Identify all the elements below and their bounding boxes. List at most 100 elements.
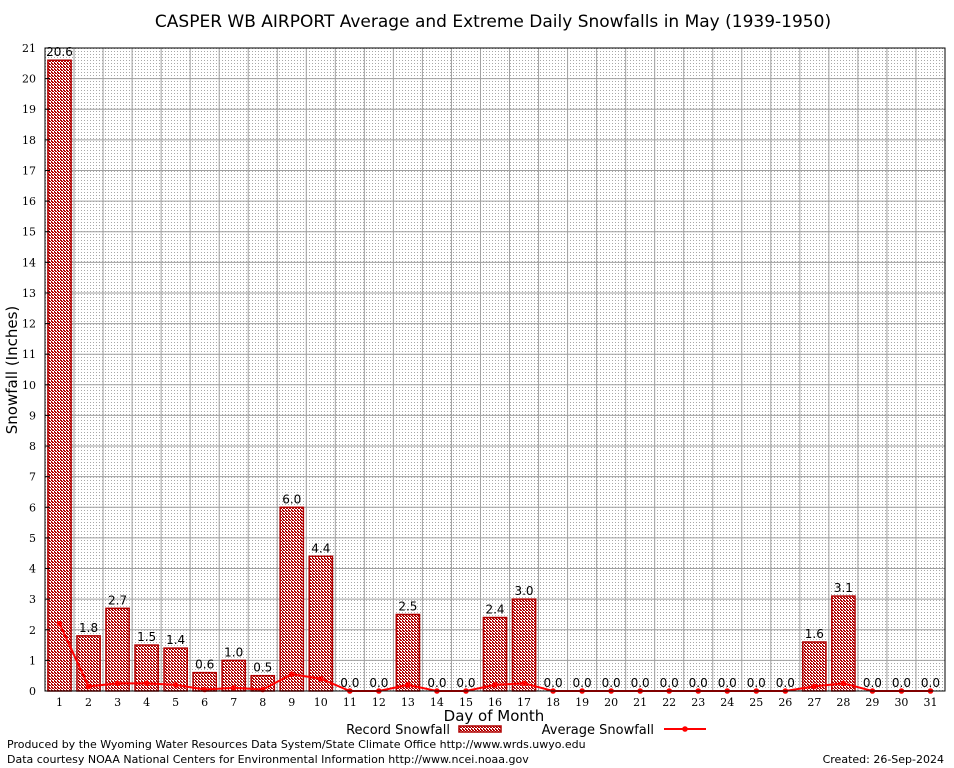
x-tick-label: 22 xyxy=(662,696,676,709)
y-tick-label: 4 xyxy=(29,563,36,576)
average-point-day-3 xyxy=(114,680,121,687)
average-point-day-2 xyxy=(85,683,92,690)
y-tick-label: 8 xyxy=(29,440,36,453)
average-point-day-10 xyxy=(318,675,324,682)
bar-value-label: 0.0 xyxy=(602,676,621,690)
record-bar-day-17 xyxy=(511,598,537,692)
bar-value-label: 3.0 xyxy=(514,584,533,598)
y-tick-label: 9 xyxy=(29,409,36,422)
y-tick-label: 6 xyxy=(29,501,36,514)
x-tick-label: 21 xyxy=(633,696,647,709)
x-tick-label: 27 xyxy=(807,696,821,709)
y-tick-label: 20 xyxy=(22,73,36,86)
bar-value-label: 2.4 xyxy=(485,603,504,617)
record-bar-day-13 xyxy=(395,613,421,692)
y-tick-label: 19 xyxy=(22,103,36,116)
x-tick-label: 15 xyxy=(459,696,473,709)
average-point-day-7 xyxy=(230,685,237,691)
x-tick-label: 7 xyxy=(230,696,237,709)
plot-border xyxy=(44,47,946,692)
x-tick-label: 30 xyxy=(894,696,908,709)
bar-value-label: 0.0 xyxy=(718,676,737,690)
y-tick-label: 11 xyxy=(22,348,36,361)
record-bar-day-9 xyxy=(279,506,305,692)
y-tick-label: 18 xyxy=(22,134,36,147)
x-tick-label: 20 xyxy=(604,696,618,709)
y-tick-label: 7 xyxy=(29,471,36,484)
y-tick-label: 3 xyxy=(29,593,36,606)
average-point-day-17 xyxy=(521,680,527,687)
record-bar-day-10 xyxy=(308,555,334,692)
average-point-day-9 xyxy=(288,671,295,677)
bar-value-label: 0.0 xyxy=(863,676,882,690)
bar-value-label: 6.0 xyxy=(282,492,301,506)
average-point-day-13 xyxy=(405,682,411,688)
gridlines xyxy=(45,48,945,691)
x-tick-label: 4 xyxy=(143,696,150,709)
chart-title: CASPER WB AIRPORT Average and Extreme Da… xyxy=(155,12,831,32)
y-tick-label: 1 xyxy=(29,654,36,667)
y-tick-label: 16 xyxy=(22,195,36,208)
x-tick-label: 23 xyxy=(691,696,705,709)
x-tick-label: 6 xyxy=(201,696,208,709)
x-tick-label: 31 xyxy=(923,696,937,709)
average-point-day-16 xyxy=(492,682,498,688)
x-tick-label: 3 xyxy=(114,696,121,709)
bar-value-label: 1.4 xyxy=(166,633,185,647)
x-tick-label: 8 xyxy=(259,696,266,709)
average-point-day-5 xyxy=(172,682,179,688)
footer-created-date: Created: 26-Sep-2024 xyxy=(823,753,944,766)
average-point-day-1 xyxy=(56,620,63,627)
bar-value-label: 0.0 xyxy=(369,676,388,690)
x-tick-label: 1 xyxy=(56,696,63,709)
average-point-day-28 xyxy=(840,680,847,687)
y-tick-label: 0 xyxy=(29,685,36,698)
y-tick-label: 2 xyxy=(29,624,36,637)
x-tick-label: 9 xyxy=(288,696,295,709)
x-tick-label: 26 xyxy=(778,696,792,709)
bar-value-label: 4.4 xyxy=(311,541,330,555)
x-tick-label: 29 xyxy=(865,696,879,709)
y-axis-label: Snowfall (Inches) xyxy=(3,306,21,434)
record-bar-day-2 xyxy=(76,635,101,692)
footer-data-courtesy: Data courtesy NOAA National Centers for … xyxy=(7,753,529,766)
y-tick-label: 10 xyxy=(22,379,36,392)
bar-value-label: 0.6 xyxy=(195,658,214,672)
bar-value-label: 1.8 xyxy=(79,621,98,635)
x-tick-label: 16 xyxy=(488,696,502,709)
x-tick-label: 13 xyxy=(401,696,415,709)
bar-value-label: 0.0 xyxy=(340,676,359,690)
record-bar-day-1 xyxy=(47,59,72,692)
record-bars xyxy=(47,59,856,692)
bar-value-label: 0.0 xyxy=(660,676,679,690)
record-bar-day-3 xyxy=(105,607,130,692)
bar-value-labels: 20.6 1.8 2.7 1.5 1.4 0.6 1.0 0.5 6.0 4.4 0.0 0.0 2.5… xyxy=(46,45,940,690)
x-tick-label: 2 xyxy=(85,696,92,709)
y-tick-label: 14 xyxy=(22,256,36,269)
bar-value-label: 2.5 xyxy=(398,599,417,613)
x-axis-label: Day of Month xyxy=(444,707,545,725)
legend-average-marker xyxy=(682,726,688,732)
bar-value-label: 0.0 xyxy=(544,676,563,690)
legend-record-swatch xyxy=(458,725,502,733)
y-tick-label: 12 xyxy=(22,318,36,331)
bar-value-label: 1.5 xyxy=(137,630,156,644)
x-tick-label: 25 xyxy=(749,696,763,709)
bar-value-label: 3.1 xyxy=(834,581,853,595)
bar-value-label: 0.0 xyxy=(892,676,911,690)
average-point-day-27 xyxy=(811,683,818,690)
footer-produced-by: Produced by the Wyoming Water Resources … xyxy=(7,738,586,751)
bar-value-label: 0.0 xyxy=(573,676,592,690)
bar-value-label: 1.6 xyxy=(805,627,824,641)
bar-value-label: 1.0 xyxy=(224,645,243,659)
bar-value-label: 0.0 xyxy=(456,676,475,690)
x-tick-label: 12 xyxy=(372,696,386,709)
y-tick-label: 5 xyxy=(29,532,36,545)
x-tick-label: 28 xyxy=(836,696,850,709)
x-tick-label: 18 xyxy=(546,696,560,709)
x-tick-label: 14 xyxy=(430,696,444,709)
x-tick-label: 17 xyxy=(517,696,531,709)
bar-value-label: 0.0 xyxy=(427,676,446,690)
